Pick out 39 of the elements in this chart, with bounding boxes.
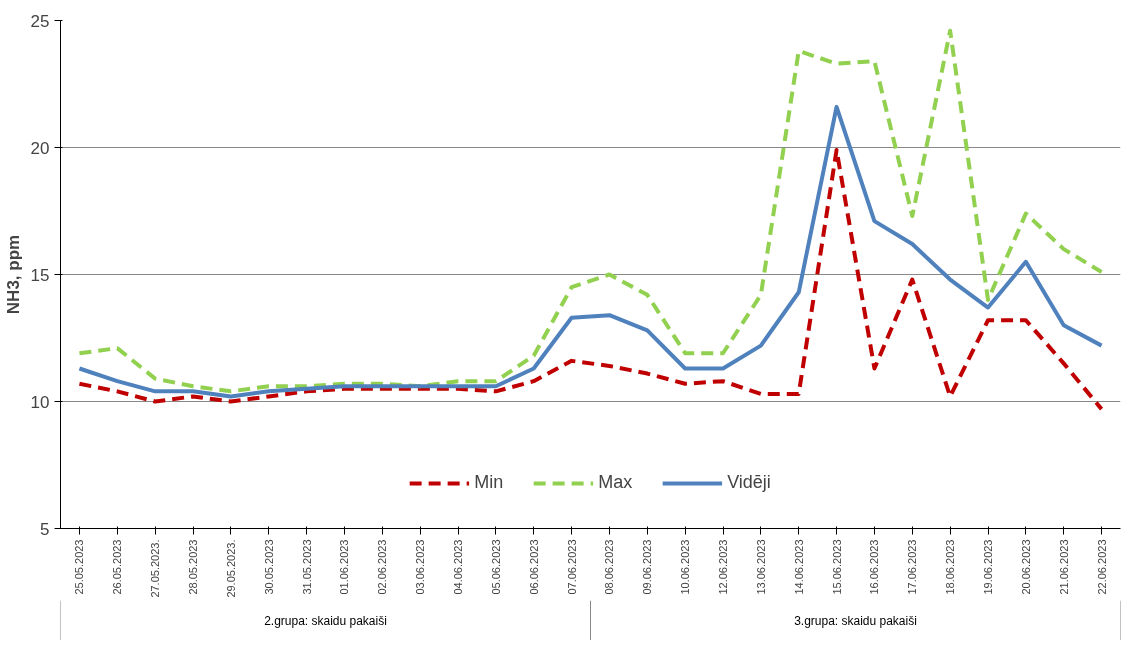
y-tick-label: 15 [30, 265, 50, 285]
x-tick-label: 06.06.2023 [527, 539, 540, 595]
x-tick-label: 30.05.2023 [262, 539, 275, 595]
x-tick-label: 16.06.2023 [868, 539, 881, 595]
x-tick-label: 07.06.2023 [565, 539, 578, 595]
y-tick-label: 10 [30, 392, 50, 412]
legend-label: Min [474, 472, 504, 493]
legend-label: Vidēji [727, 472, 771, 493]
x-tick-label: 01.06.2023 [338, 539, 351, 595]
text: 2.grupa: skaidu pakaiši [264, 613, 387, 628]
x-tick-label: 20.06.2023 [1019, 539, 1032, 595]
x-tick-label: 29.05.2023. [224, 539, 237, 598]
x-tick-label: 18.06.2023 [944, 539, 957, 595]
y-tick-label: 25 [30, 11, 50, 31]
x-tick-label: 04.06.2023 [452, 539, 464, 595]
x-tick-label: 02.06.2023 [376, 539, 389, 595]
y-axis-title: NH3, ppm [3, 234, 23, 315]
x-tick-label: 26.05.2023 [111, 539, 124, 595]
x-tick-label: 12.06.2023 [717, 539, 729, 595]
text: 3.grupa: skaidu pakaiši [794, 613, 917, 628]
y-tick-label: 5 [40, 519, 50, 539]
legend-label: Max [598, 472, 633, 493]
x-tick-label: 15.06.2023 [830, 539, 843, 595]
x-tick-label: 21.06.2023 [1057, 539, 1070, 595]
y-tick-label: 20 [30, 138, 50, 158]
x-tick-label: 17.06.2023 [906, 539, 919, 595]
x-tick-label: 19.06.2023 [982, 539, 994, 595]
x-tick-label: 05.06.2023 [489, 539, 502, 595]
x-tick-label: 13.06.2023 [754, 539, 767, 595]
x-tick-label: 28.05.2023 [187, 539, 199, 595]
x-tick-label: 03.06.2023 [414, 539, 427, 595]
x-tick-label: 27.05.2023. [149, 539, 162, 598]
x-tick-label: 08.06.2023 [603, 539, 616, 595]
x-tick-label: 09.06.2023 [641, 539, 654, 595]
x-tick-label: 14.06.2023 [792, 539, 805, 595]
x-tick-label: 22.06.2023 [1095, 539, 1108, 595]
x-tick-label: 10.06.2023 [679, 539, 692, 595]
x-tick-label: 25.05.2023 [73, 539, 86, 595]
x-tick-label: 31.05.2023 [300, 539, 313, 595]
